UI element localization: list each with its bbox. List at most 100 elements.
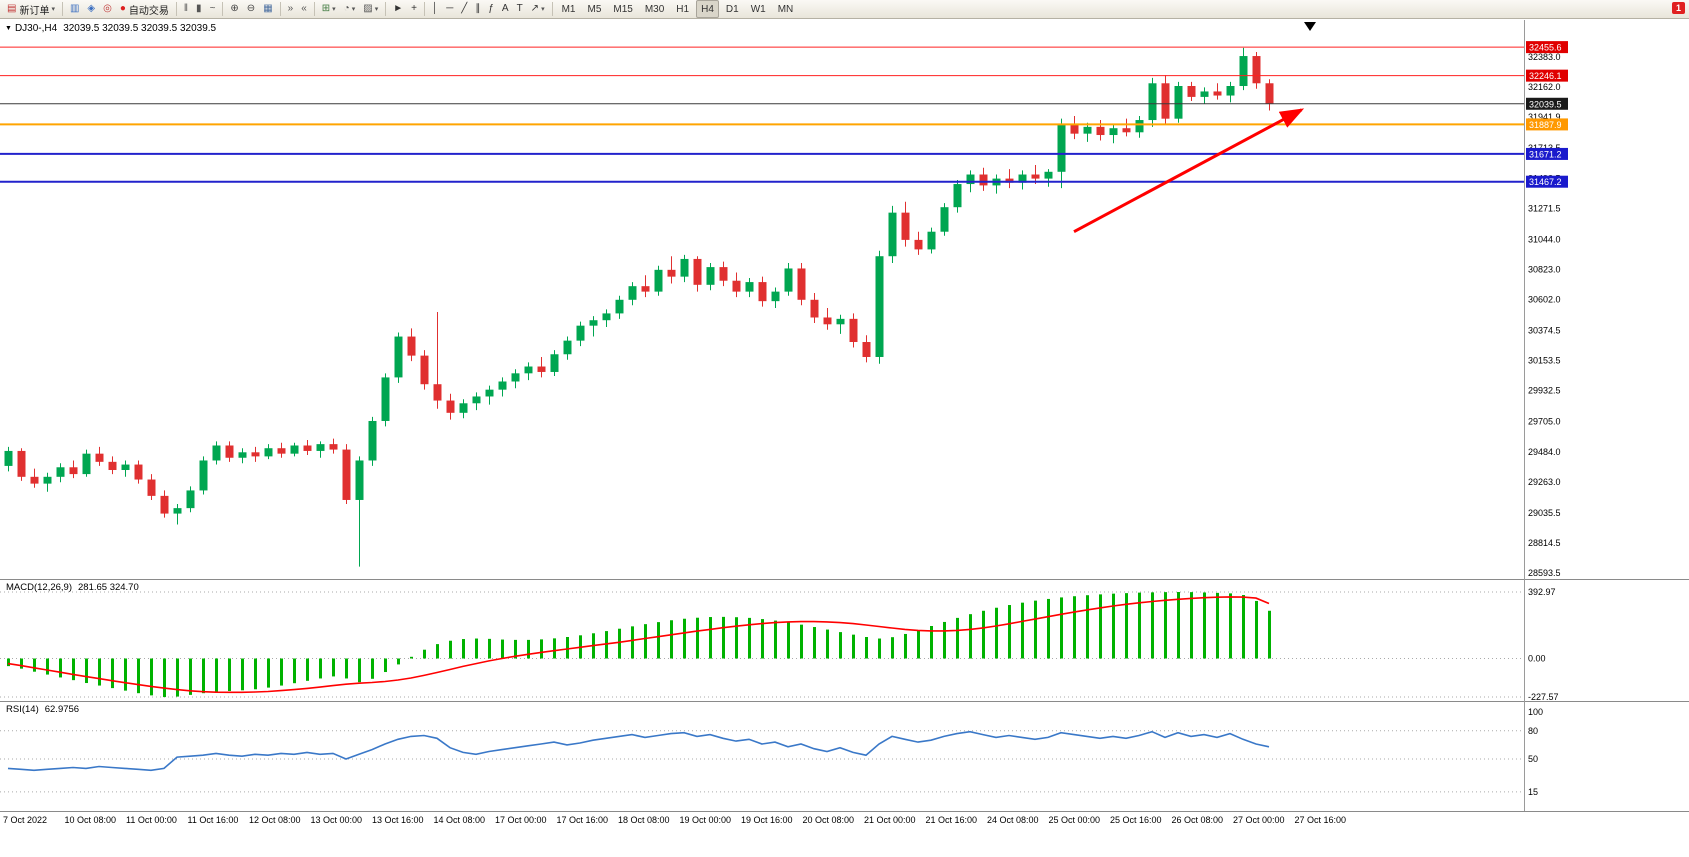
- template-icon: ▨: [363, 3, 373, 14]
- trend-arrow-annotation[interactable]: [1073, 108, 1305, 234]
- svg-text:29263.0: 29263.0: [1528, 477, 1561, 487]
- rsi-panel[interactable]: 100 80 50 15: [0, 707, 1543, 797]
- price-label-box: [1526, 97, 1568, 110]
- svg-text:18 Oct 08:00: 18 Oct 08:00: [618, 815, 670, 825]
- svg-text:13 Oct 00:00: 13 Oct 00:00: [311, 815, 363, 825]
- text-label-button[interactable]: T: [514, 1, 526, 17]
- candle: [927, 231, 936, 250]
- svg-text:32162.0: 32162.0: [1528, 82, 1561, 92]
- candle: [329, 444, 338, 450]
- candle-chart-mode-button[interactable]: ▮: [193, 1, 205, 17]
- autotrading-button[interactable]: ● 自动交易: [117, 1, 172, 17]
- candle: [342, 449, 351, 500]
- zoom-out-button[interactable]: ⊖: [244, 1, 258, 17]
- data-window-icon: ◈: [87, 3, 96, 14]
- svg-text:14 Oct 08:00: 14 Oct 08:00: [434, 815, 486, 825]
- candle: [290, 445, 299, 454]
- text-label-icon: T: [516, 3, 523, 14]
- timeframe-m30-button[interactable]: M30: [644, 3, 665, 15]
- channel-button[interactable]: ∥: [472, 1, 483, 17]
- timeframe-m15-button[interactable]: M15: [613, 3, 633, 15]
- svg-text:27 Oct 00:00: 27 Oct 00:00: [1233, 815, 1285, 825]
- svg-text:28593.5: 28593.5: [1528, 568, 1561, 578]
- candle: [1005, 178, 1014, 183]
- new-order-button[interactable]: ▤ 新订单 ▾: [4, 1, 58, 17]
- candle: [4, 450, 13, 466]
- svg-text:30153.5: 30153.5: [1528, 356, 1561, 366]
- candle: [238, 452, 247, 458]
- candle: [394, 336, 403, 378]
- candlesticks-layer[interactable]: [4, 47, 1274, 567]
- candle: [784, 268, 793, 292]
- chart-shift-button[interactable]: «: [298, 1, 310, 17]
- candle: [654, 269, 663, 292]
- market-watch-button[interactable]: ▥: [67, 1, 82, 17]
- candle: [849, 318, 858, 343]
- toolbar-separator: [175, 2, 177, 16]
- notification-badge[interactable]: 1: [1671, 2, 1685, 14]
- candle: [875, 256, 884, 357]
- timeframe-w1-button[interactable]: W1: [750, 3, 766, 15]
- candle: [537, 366, 546, 372]
- indicators-button[interactable]: ⊞ ▾: [319, 1, 339, 17]
- candle: [433, 384, 442, 401]
- chart-shift-marker[interactable]: [1304, 22, 1316, 31]
- auto-scroll-button[interactable]: »: [285, 1, 297, 17]
- periods-button[interactable]: ◔ ▾: [341, 1, 359, 17]
- toolbar-separator: [385, 2, 387, 16]
- toolbar-separator: [61, 2, 63, 16]
- candle: [147, 479, 156, 496]
- templates-button[interactable]: ▨ ▾: [360, 1, 381, 17]
- svg-text:31887.9: 31887.9: [1529, 120, 1562, 130]
- svg-text:29932.5: 29932.5: [1528, 386, 1561, 396]
- timeframe-mn-button[interactable]: MN: [777, 3, 794, 15]
- svg-text:80: 80: [1528, 726, 1538, 736]
- svg-text:29035.5: 29035.5: [1528, 508, 1561, 518]
- candle: [628, 286, 637, 300]
- timeframe-h4-button[interactable]: H4: [696, 0, 719, 18]
- panel-separators[interactable]: [0, 20, 1689, 812]
- cursor-icon: ►: [393, 3, 404, 14]
- timeframe-m1-button[interactable]: M1: [561, 3, 576, 15]
- time-axis[interactable]: 7 Oct 2022 10 Oct 08:00 11 Oct 00:00 11 Oct…: [3, 815, 1346, 825]
- collapse-triangle-icon[interactable]: ▼: [5, 25, 12, 32]
- navigator-icon: ◎: [103, 3, 112, 14]
- candle: [745, 282, 754, 292]
- cursor-button[interactable]: ►: [390, 1, 406, 17]
- trendline-button[interactable]: ╱: [458, 1, 470, 17]
- tile-windows-button[interactable]: ▦: [260, 1, 275, 17]
- data-window-button[interactable]: ◈: [84, 1, 98, 17]
- symbol-period-label: DJ30-,H4: [14, 23, 58, 34]
- toolbar-separator: [222, 2, 224, 16]
- text-button[interactable]: A: [499, 1, 512, 17]
- candle: [1252, 56, 1261, 84]
- chevron-down-icon: ▾: [541, 6, 545, 13]
- rsi-line: [7, 730, 1270, 772]
- crosshair-button[interactable]: +: [408, 1, 420, 17]
- candle: [732, 280, 741, 292]
- candle: [1096, 126, 1105, 136]
- horizontal-line-button[interactable]: ─: [443, 1, 456, 17]
- svg-text:17 Oct 16:00: 17 Oct 16:00: [557, 815, 609, 825]
- line-chart-mode-button[interactable]: ~: [207, 1, 219, 17]
- fibonacci-button[interactable]: ƒ: [485, 1, 497, 17]
- zoom-in-button[interactable]: ⊕: [227, 1, 241, 17]
- bar-chart-mode-button[interactable]: ‖: [181, 1, 191, 17]
- crosshair-icon: +: [411, 3, 417, 14]
- macd-panel[interactable]: 392.97 0.00 -227.57: [0, 587, 1559, 702]
- timeframe-h1-button[interactable]: H1: [676, 3, 690, 15]
- svg-text:12 Oct 08:00: 12 Oct 08:00: [249, 815, 301, 825]
- navigator-button[interactable]: ◎: [100, 1, 115, 17]
- svg-text:30602.0: 30602.0: [1528, 295, 1561, 305]
- svg-text:24 Oct 08:00: 24 Oct 08:00: [987, 815, 1039, 825]
- vertical-line-button[interactable]: │: [429, 1, 441, 17]
- candle: [797, 268, 806, 300]
- arrows-button[interactable]: ↗ ▾: [528, 1, 548, 17]
- timeframe-d1-button[interactable]: D1: [725, 3, 739, 15]
- candle: [940, 207, 949, 232]
- price-axis[interactable]: 32383.032162.031941.931713.531492.531271…: [1526, 41, 1568, 578]
- price-label-box: [1526, 41, 1568, 54]
- candle: [576, 325, 585, 341]
- timeframe-m5-button[interactable]: M5: [587, 3, 602, 15]
